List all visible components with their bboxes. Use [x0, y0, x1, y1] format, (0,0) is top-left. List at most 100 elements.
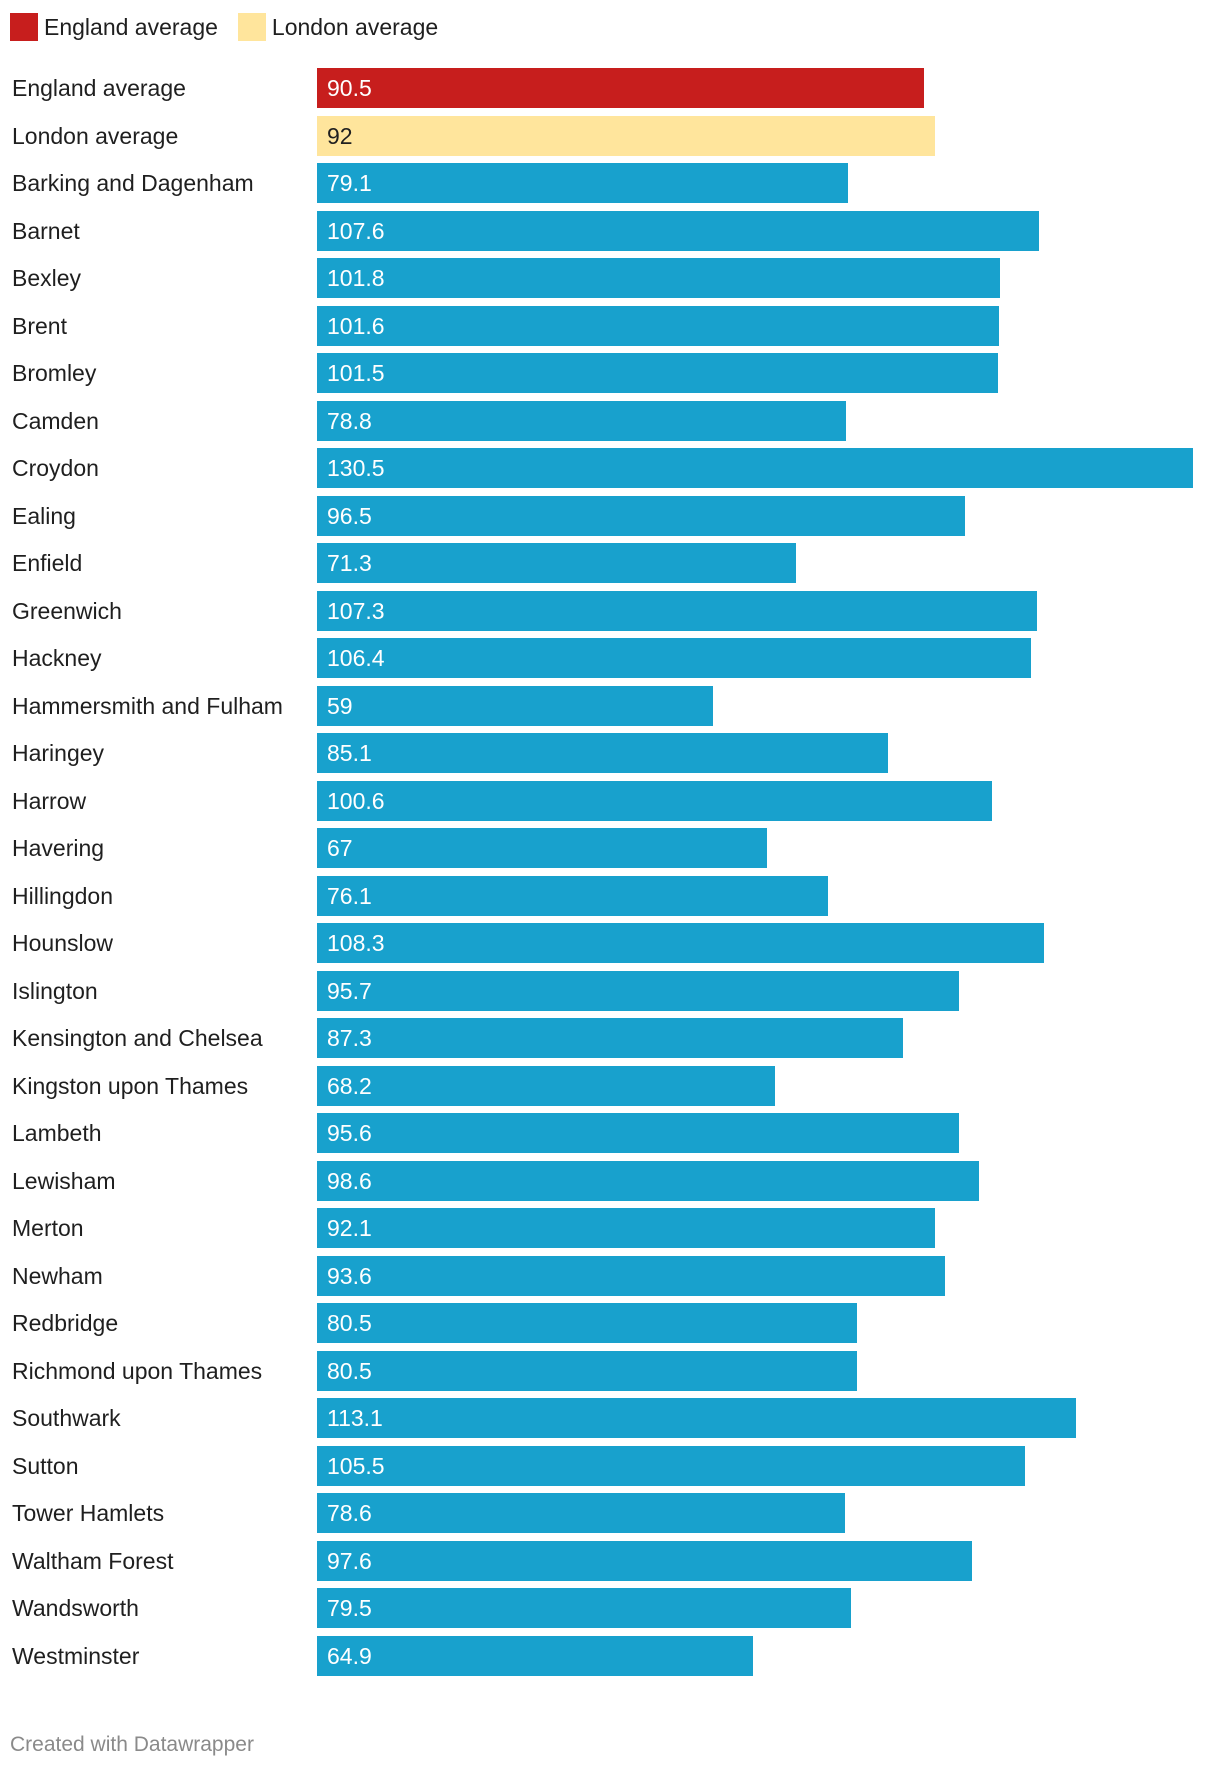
bar-harrow — [317, 780, 993, 821]
bar-tower-hamlets — [317, 1493, 845, 1533]
bar-value-kensington-and-chelsea: 87.3 — [327, 1025, 372, 1051]
bar-value-redbridge: 80.5 — [327, 1310, 372, 1336]
bar-value-haringey: 85.1 — [327, 740, 372, 766]
legend-swatch-london — [237, 13, 266, 41]
row-label-kensington-and-chelsea: Kensington and Chelsea — [12, 1025, 263, 1051]
row-label-kingston-upon-thames: Kingston upon Thames — [12, 1072, 249, 1099]
bar-value-croydon: 130.5 — [327, 455, 385, 481]
row-label-croydon: Croydon — [12, 455, 99, 481]
bar-lewisham — [317, 1160, 979, 1201]
row-label-havering: Havering — [12, 835, 105, 861]
bar-greenwich — [317, 590, 1038, 631]
bar-value-tower-hamlets: 78.6 — [327, 1500, 372, 1526]
row-label-london-average: London average — [12, 122, 179, 149]
legend-item-london: London average — [237, 13, 439, 41]
bar-value-westminster: 64.9 — [327, 1642, 372, 1669]
bar-england-average — [317, 68, 925, 108]
bar-value-wandsworth: 79.5 — [327, 1595, 372, 1621]
bar-value-bromley: 101.5 — [327, 360, 385, 386]
row-label-richmond-upon-thames: Richmond upon Thames — [12, 1357, 263, 1384]
bar-value-kingston-upon-thames: 68.2 — [327, 1072, 372, 1099]
bar-value-harrow: 100.6 — [327, 787, 385, 814]
bar-value-waltham-forest: 97.6 — [327, 1547, 372, 1574]
footer-credit: Created with Datawrapper — [10, 1733, 254, 1756]
row-label-barnet: Barnet — [12, 217, 80, 244]
bar-value-sutton: 105.5 — [327, 1452, 385, 1479]
row-label-ealing: Ealing — [12, 502, 76, 529]
bar-value-camden: 78.8 — [327, 407, 372, 434]
bar-value-ealing: 96.5 — [327, 502, 372, 529]
row-label-westminster: Westminster — [12, 1642, 140, 1669]
legend-swatch-england — [10, 13, 38, 41]
bar-chart: England average 90.5 London average 92 Barki… — [12, 68, 1193, 1676]
bar-value-hammersmith-and-fulham: 59 — [327, 692, 353, 719]
bar-hounslow — [317, 923, 1044, 963]
row-label-enfield: Enfield — [12, 550, 83, 576]
bar-value-hillingdon: 76.1 — [327, 882, 372, 909]
bar-bexley — [317, 258, 1001, 298]
bar-london-average — [317, 115, 935, 156]
legend-label-england: England average — [44, 14, 218, 40]
bar-croydon — [317, 448, 1193, 488]
bar-value-enfield: 71.3 — [327, 550, 372, 576]
bar-kensington-and-chelsea — [317, 1018, 903, 1058]
bar-hammersmith-and-fulham — [317, 685, 714, 726]
bar-value-southwark: 113.1 — [327, 1405, 383, 1431]
bar-value-newham: 93.6 — [327, 1262, 372, 1289]
row-label-lambeth: Lambeth — [12, 1120, 102, 1146]
bar-merton — [317, 1208, 936, 1248]
row-label-southwark: Southwark — [12, 1405, 121, 1431]
bar-value-bexley: 101.8 — [327, 265, 385, 291]
bar-value-islington: 95.7 — [327, 977, 372, 1004]
bar-richmond-upon-thames — [317, 1350, 858, 1391]
row-label-greenwich: Greenwich — [12, 597, 122, 624]
bar-hillingdon — [317, 875, 828, 916]
row-label-sutton: Sutton — [12, 1452, 79, 1479]
row-label-harrow: Harrow — [12, 787, 87, 814]
bar-haringey — [317, 733, 889, 773]
legend-label-london: London average — [271, 14, 439, 40]
row-label-barking-and-dagenham: Barking and Dagenham — [12, 170, 254, 196]
row-label-hackney: Hackney — [12, 645, 102, 671]
bar-southwark — [317, 1398, 1077, 1438]
bar-kingston-upon-thames — [317, 1065, 775, 1106]
row-label-waltham-forest: Waltham Forest — [12, 1547, 174, 1574]
bar-value-lewisham: 98.6 — [327, 1167, 372, 1194]
row-label-brent: Brent — [12, 312, 67, 339]
bar-value-hackney: 106.4 — [327, 645, 385, 671]
bar-brent — [317, 305, 999, 346]
bar-wandsworth — [317, 1588, 851, 1628]
row-label-england-average: England average — [12, 75, 186, 101]
bar-value-lambeth: 95.6 — [327, 1120, 372, 1146]
row-label-islington: Islington — [12, 977, 98, 1004]
row-label-bromley: Bromley — [12, 360, 97, 386]
bar-value-barnet: 107.6 — [327, 217, 385, 244]
bar-value-hounslow: 108.3 — [327, 930, 385, 956]
bar-value-england-average: 90.5 — [327, 75, 372, 101]
row-label-haringey: Haringey — [12, 740, 105, 766]
bar-value-greenwich: 107.3 — [327, 597, 385, 624]
row-label-camden: Camden — [12, 407, 99, 434]
bar-lambeth — [317, 1113, 959, 1153]
bar-islington — [317, 970, 960, 1011]
bar-bromley — [317, 353, 999, 393]
row-label-hammersmith-and-fulham: Hammersmith and Fulham — [12, 692, 283, 719]
row-label-lewisham: Lewisham — [12, 1167, 116, 1194]
bar-sutton — [317, 1445, 1026, 1486]
bar-westminster — [317, 1635, 753, 1676]
bar-waltham-forest — [317, 1540, 973, 1581]
bar-newham — [317, 1255, 946, 1296]
row-label-newham: Newham — [12, 1262, 103, 1289]
row-label-tower-hamlets: Tower Hamlets — [12, 1500, 165, 1526]
bar-value-havering: 67 — [327, 835, 353, 861]
bar-value-brent: 101.6 — [327, 312, 385, 339]
row-label-bexley: Bexley — [12, 265, 82, 291]
legend-item-england: England average — [10, 13, 218, 41]
row-label-wandsworth: Wandsworth — [12, 1595, 139, 1621]
bar-enfield — [317, 543, 796, 583]
bar-value-richmond-upon-thames: 80.5 — [327, 1357, 372, 1384]
row-label-hillingdon: Hillingdon — [12, 882, 114, 909]
bar-value-barking-and-dagenham: 79.1 — [327, 170, 372, 196]
bar-camden — [317, 400, 846, 441]
bar-value-merton: 92.1 — [327, 1215, 372, 1241]
